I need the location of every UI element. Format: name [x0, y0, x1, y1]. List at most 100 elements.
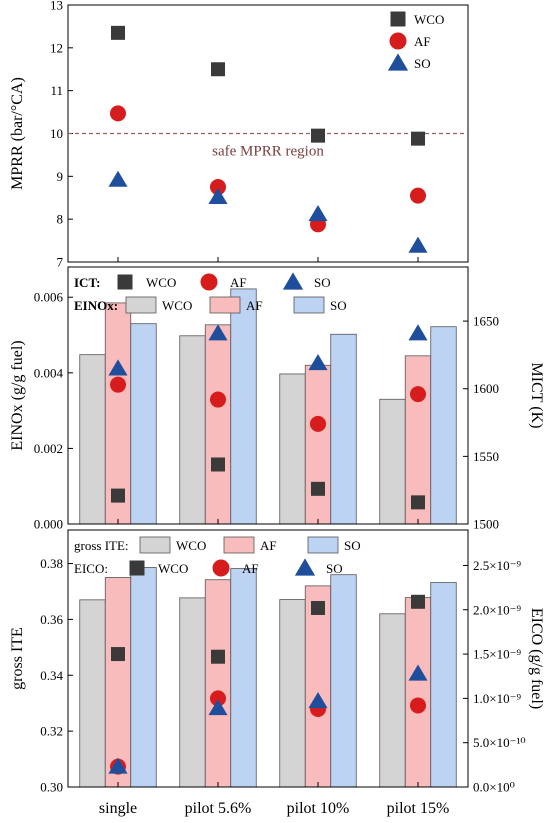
point-af-circle [310, 415, 326, 432]
y-tick-label: 0.34 [40, 668, 63, 683]
point-wco-square [211, 649, 225, 664]
x-tick-label: pilot 15% [387, 800, 450, 817]
point-so-triangle [108, 359, 128, 376]
legend-marker-so [294, 558, 316, 576]
bar-so [330, 333, 357, 525]
x-tick-label: pilot 5.6% [185, 800, 252, 817]
bar-wco [79, 599, 106, 788]
bar-so [230, 288, 257, 525]
plot-frame [67, 266, 469, 525]
point-af-circle [410, 697, 426, 714]
legend-label-af: AF [414, 34, 431, 49]
point-wco-square [111, 488, 125, 503]
legend-marker-wco [117, 274, 133, 290]
bar-af [404, 597, 432, 788]
y-tick-label: 0.006 [34, 290, 64, 305]
legend-marker-af [389, 32, 407, 50]
legend-label-af: AF [242, 561, 259, 576]
point-so-triangle [408, 236, 428, 253]
legend-label-wco: WCO [176, 538, 206, 553]
point-wco-square [111, 25, 125, 40]
bar-wco [179, 335, 206, 525]
bar-so [130, 567, 157, 788]
point-wco-square [411, 594, 425, 609]
point-so-triangle [108, 757, 128, 774]
reference-line-label: safe MPRR region [212, 144, 324, 160]
legend-marker-so [387, 53, 409, 71]
legend-title: ICT: [74, 275, 100, 290]
y-tick-label: 9 [57, 169, 64, 184]
legend-swatch-af [223, 536, 255, 554]
bar-so [330, 574, 357, 788]
legend-marker-wco [390, 11, 406, 27]
bar-af [204, 324, 232, 525]
point-wco-square [111, 647, 125, 662]
y2-tick-label: 2.0×10⁻⁹ [473, 602, 521, 617]
point-af-circle [410, 187, 426, 204]
y-axis-label: EINOx (g/g fuel) [9, 340, 26, 450]
bar-so [130, 323, 157, 525]
legend-label-so: SO [314, 275, 331, 290]
legend-marker-wco [129, 560, 145, 576]
legend-label-wco: WCO [158, 561, 188, 576]
point-af-circle [110, 376, 126, 393]
point-so-triangle [408, 324, 428, 341]
y-tick-label: 11 [50, 83, 63, 98]
bar-wco [279, 373, 306, 525]
legend-swatch-af [209, 296, 241, 314]
legend-marker-af [200, 273, 218, 291]
y2-axis-label: EICO (g/g fuel) [528, 608, 545, 709]
y2-tick-label: 2.5×10⁻⁹ [473, 558, 521, 573]
point-af-circle [110, 105, 126, 122]
legend-label-af: AF [260, 538, 277, 553]
point-wco-square [411, 495, 425, 510]
y-tick-label: 0.36 [40, 612, 63, 627]
y-tick-label: 0.30 [40, 780, 63, 795]
y2-tick-label: 1.5×10⁻⁹ [473, 647, 521, 662]
y-tick-label: 12 [50, 40, 63, 55]
point-wco-square [311, 600, 325, 615]
legend-label-so: SO [326, 561, 343, 576]
legend-label-so: SO [344, 538, 361, 553]
y-tick-label: 0.38 [40, 556, 63, 571]
y2-tick-label: 0.0×10⁰ [473, 780, 515, 795]
y-tick-label: 0.004 [34, 365, 64, 380]
bar-so [430, 582, 457, 788]
legend-swatch-wco [125, 296, 157, 314]
mprr-panel: 7 8 9 10 11 12 13 MPRR (bar/°CA) safe MPRR regio… [9, 0, 469, 270]
point-so-triangle [308, 204, 328, 222]
legend-swatch-so [307, 536, 339, 554]
legend-title: EINOx: [74, 298, 118, 313]
legend-title: EICO: [74, 561, 108, 576]
y-tick-label: 8 [57, 212, 64, 227]
point-wco-square [311, 128, 325, 143]
bar-af [104, 577, 132, 788]
legend-label-af: AF [230, 275, 247, 290]
y2-tick-label: 1.0×10⁻⁹ [473, 691, 521, 706]
point-so-triangle [208, 699, 228, 716]
bar-so [230, 568, 257, 788]
point-af-circle [210, 391, 226, 408]
legend-label-af: AF [246, 298, 263, 313]
y2-tick-label: 1650 [473, 314, 499, 329]
point-so-triangle [408, 664, 428, 681]
y-axis-label: gross ITE [9, 627, 26, 690]
legend-label-so: SO [330, 298, 347, 313]
legend-label-wco: WCO [414, 12, 444, 27]
legend-label-wco: WCO [146, 275, 176, 290]
point-af-circle [210, 179, 226, 196]
y-tick-label: 13 [50, 0, 63, 13]
bar-wco [79, 354, 106, 525]
bar-af [304, 585, 332, 788]
bar-wco [279, 599, 306, 788]
point-so-triangle [308, 691, 328, 709]
legend-label-wco: WCO [162, 298, 192, 313]
point-so-triangle [208, 187, 228, 204]
legend-marker-af [212, 559, 230, 577]
legend-title: gross ITE: [74, 538, 129, 553]
point-af-circle [410, 386, 426, 403]
y-tick-label: 0.000 [34, 517, 63, 532]
einox-mict-panel: 0.000 0.002 0.004 0.006 EINOx (g/g fuel) 1500… [9, 266, 545, 532]
y2-tick-label: 1500 [473, 517, 499, 532]
